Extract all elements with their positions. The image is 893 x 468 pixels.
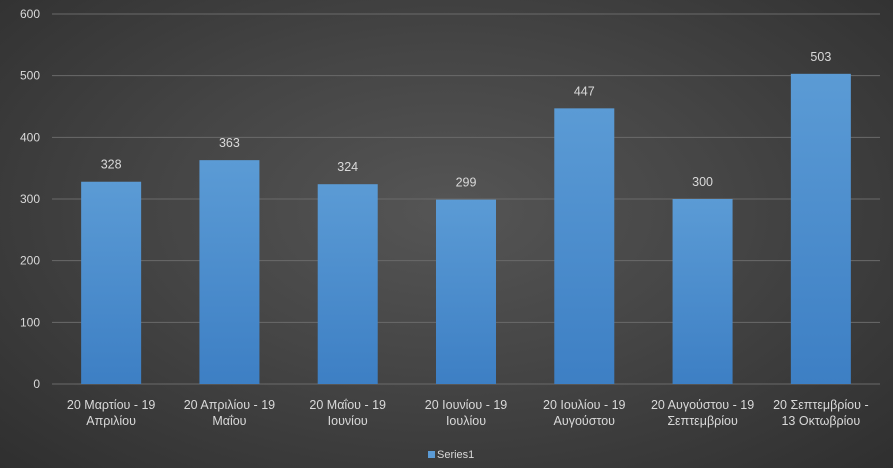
x-category-label-line: Μαΐου bbox=[212, 414, 246, 428]
bar bbox=[199, 160, 260, 384]
x-axis-categories: 20 Μαρτίου - 19 Απριλίου 20 Απριλίου - 19 Μ… bbox=[67, 398, 869, 428]
data-label: 503 bbox=[810, 50, 831, 64]
bar bbox=[436, 199, 496, 384]
bar bbox=[554, 108, 615, 384]
y-tick-label: 200 bbox=[20, 254, 40, 268]
data-label: 324 bbox=[337, 160, 358, 174]
data-label: 328 bbox=[101, 158, 122, 172]
x-category-label-line: 20 Μαρτίου - 19 bbox=[67, 398, 156, 412]
data-label: 363 bbox=[219, 136, 240, 150]
x-category-label: 20 Ιουλίου - 19 Αυγούστου bbox=[543, 398, 626, 428]
y-tick-label: 300 bbox=[20, 192, 40, 206]
x-category-label-line: 13 Οκτωβρίου bbox=[781, 414, 860, 428]
y-axis-ticks: 0 100 200 300 400 500 600 bbox=[20, 7, 40, 391]
y-tick-label: 0 bbox=[33, 377, 40, 391]
x-category-label-line: 20 Ιουλίου - 19 bbox=[543, 398, 626, 412]
bar bbox=[790, 73, 851, 385]
bar bbox=[317, 184, 378, 384]
x-category-label-line: 20 Σεπτεμβρίου - bbox=[773, 398, 869, 412]
x-category-label: 20 Μαΐου - 19 Ιουνίου bbox=[309, 398, 386, 428]
x-category-label: 20 Σεπτεμβρίου - 13 Οκτωβρίου bbox=[773, 398, 869, 428]
legend-label: Series1 bbox=[437, 449, 474, 461]
bars bbox=[81, 73, 851, 385]
x-category-label: 20 Ιουνίου - 19 Ιουλίου bbox=[425, 398, 508, 428]
x-category-label-line: Απριλίου bbox=[86, 414, 136, 428]
x-category-label: 20 Αυγούστου - 19 Σεπτεμβρίου bbox=[651, 398, 754, 428]
x-category-label-line: Αυγούστου bbox=[554, 414, 616, 428]
data-label: 299 bbox=[456, 176, 477, 190]
bar bbox=[672, 199, 733, 384]
x-category-label-line: 20 Αυγούστου - 19 bbox=[651, 398, 754, 412]
y-tick-label: 600 bbox=[20, 7, 40, 21]
data-labels: 328 363 324 299 447 300 503 bbox=[101, 50, 832, 190]
y-tick-label: 100 bbox=[20, 315, 40, 329]
y-tick-label: 400 bbox=[20, 130, 40, 144]
x-category-label-line: Ιουλίου bbox=[446, 414, 486, 428]
legend: Series1 bbox=[428, 449, 474, 461]
x-category-label: 20 Μαρτίου - 19 Απριλίου bbox=[67, 398, 156, 428]
legend-swatch bbox=[428, 451, 435, 458]
x-category-label-line: 20 Ιουνίου - 19 bbox=[425, 398, 508, 412]
y-tick-label: 500 bbox=[20, 69, 40, 83]
x-category-label-line: Σεπτεμβρίου bbox=[667, 414, 738, 428]
x-category-label: 20 Απριλίου - 19 Μαΐου bbox=[184, 398, 275, 428]
bar bbox=[81, 181, 142, 384]
data-label: 300 bbox=[692, 175, 713, 189]
x-category-label-line: 20 Μαΐου - 19 bbox=[309, 398, 386, 412]
data-label: 447 bbox=[574, 84, 595, 98]
x-category-label-line: 20 Απριλίου - 19 bbox=[184, 398, 275, 412]
x-category-label-line: Ιουνίου bbox=[328, 414, 368, 428]
